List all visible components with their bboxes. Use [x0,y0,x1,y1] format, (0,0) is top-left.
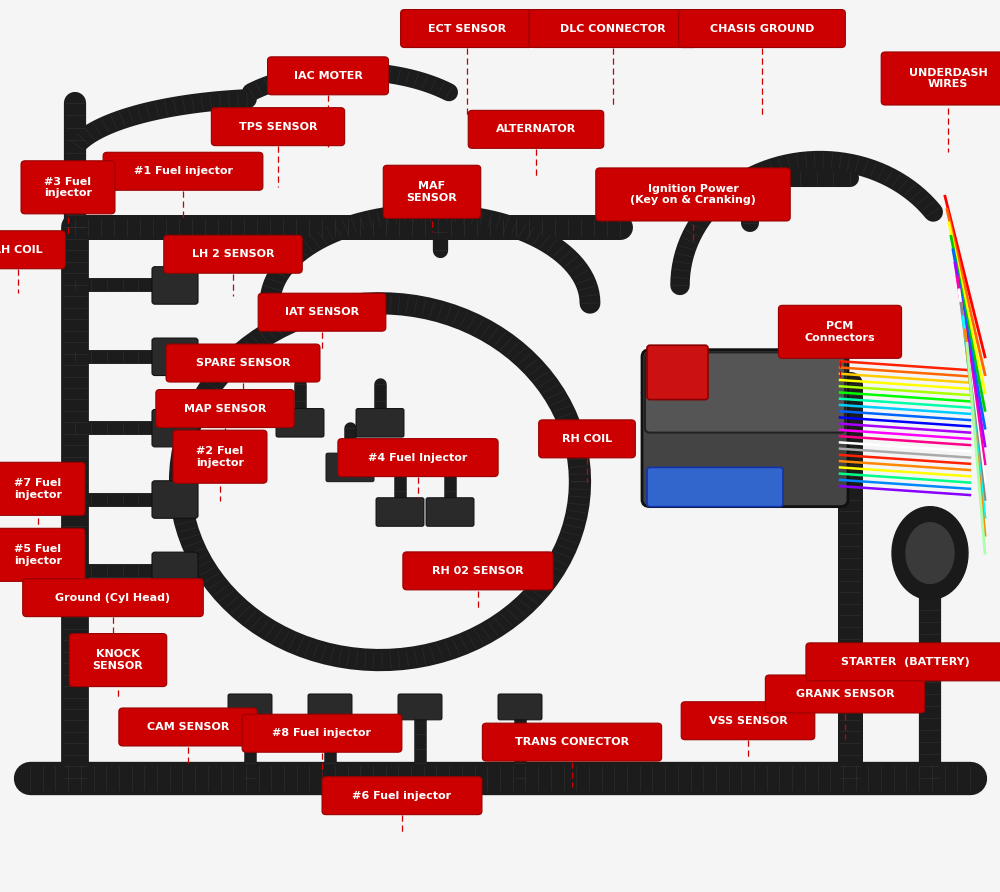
FancyBboxPatch shape [482,723,662,761]
FancyBboxPatch shape [211,108,345,145]
Text: TPS SENSOR: TPS SENSOR [239,121,317,132]
FancyBboxPatch shape [681,702,815,739]
Text: LH COIL: LH COIL [0,244,42,255]
FancyBboxPatch shape [103,153,263,190]
Text: CHASIS GROUND: CHASIS GROUND [710,23,814,34]
FancyBboxPatch shape [0,528,85,582]
Text: #6 Fuel injector: #6 Fuel injector [352,790,452,801]
FancyBboxPatch shape [268,57,388,95]
Text: #1 Fuel injector: #1 Fuel injector [134,166,232,177]
Text: SPARE SENSOR: SPARE SENSOR [196,358,290,368]
Text: #7 Fuel
injector: #7 Fuel injector [14,478,62,500]
FancyBboxPatch shape [21,161,115,214]
Text: ECT SENSOR: ECT SENSOR [428,23,506,34]
Text: #2 Fuel
injector: #2 Fuel injector [196,446,244,467]
Text: MAF
SENSOR: MAF SENSOR [407,181,457,202]
FancyBboxPatch shape [468,111,604,148]
FancyBboxPatch shape [152,552,198,590]
FancyBboxPatch shape [426,498,474,526]
Text: Ground (Cyl Head): Ground (Cyl Head) [55,592,171,603]
FancyBboxPatch shape [164,235,302,273]
Text: VSS SENSOR: VSS SENSOR [709,715,787,726]
FancyBboxPatch shape [152,409,198,447]
Text: #5 Fuel
injector: #5 Fuel injector [14,544,62,566]
FancyBboxPatch shape [166,344,320,382]
Polygon shape [906,523,954,583]
Text: DLC CONNECTOR: DLC CONNECTOR [560,23,666,34]
Text: STARTER  (BATTERY): STARTER (BATTERY) [841,657,969,667]
FancyBboxPatch shape [403,552,553,590]
Text: RH COIL: RH COIL [562,434,612,444]
FancyBboxPatch shape [645,352,845,433]
FancyBboxPatch shape [242,714,402,752]
FancyBboxPatch shape [398,694,442,720]
Text: UNDERDASH
WIRES: UNDERDASH WIRES [909,68,987,89]
FancyBboxPatch shape [778,305,902,359]
Text: IAC MOTER: IAC MOTER [294,70,362,81]
Text: MAP SENSOR: MAP SENSOR [184,403,266,414]
FancyBboxPatch shape [0,462,85,516]
FancyBboxPatch shape [806,643,1000,681]
Text: #8 Fuel injector: #8 Fuel injector [272,728,372,739]
FancyBboxPatch shape [647,467,783,507]
Text: ALTERNATOR: ALTERNATOR [496,124,576,135]
Text: RH 02 SENSOR: RH 02 SENSOR [432,566,524,576]
FancyBboxPatch shape [596,168,790,221]
FancyBboxPatch shape [119,708,257,746]
FancyBboxPatch shape [881,52,1000,105]
FancyBboxPatch shape [228,694,272,720]
FancyBboxPatch shape [529,10,697,47]
FancyBboxPatch shape [152,338,198,376]
FancyBboxPatch shape [152,481,198,518]
Text: #3 Fuel
injector: #3 Fuel injector [44,177,92,198]
Text: #4 Fuel Injector: #4 Fuel Injector [368,452,468,463]
FancyBboxPatch shape [276,409,324,437]
FancyBboxPatch shape [338,439,498,476]
FancyBboxPatch shape [539,420,635,458]
Text: PCM
Connectors: PCM Connectors [805,321,875,343]
FancyBboxPatch shape [152,267,198,304]
Text: GRANK SENSOR: GRANK SENSOR [796,689,894,699]
FancyBboxPatch shape [156,390,294,427]
FancyBboxPatch shape [322,777,482,814]
FancyBboxPatch shape [765,675,925,713]
Text: IAT SENSOR: IAT SENSOR [285,307,359,318]
FancyBboxPatch shape [679,10,845,47]
FancyBboxPatch shape [356,409,404,437]
FancyBboxPatch shape [642,350,848,507]
FancyBboxPatch shape [383,165,481,219]
FancyBboxPatch shape [647,345,708,400]
Polygon shape [892,507,968,599]
FancyBboxPatch shape [173,430,267,483]
Text: KNOCK
SENSOR: KNOCK SENSOR [93,649,143,671]
FancyBboxPatch shape [401,10,533,47]
FancyBboxPatch shape [0,231,65,268]
FancyBboxPatch shape [23,579,203,616]
FancyBboxPatch shape [258,293,386,331]
FancyBboxPatch shape [69,633,167,687]
FancyBboxPatch shape [308,694,352,720]
Text: TRANS CONECTOR: TRANS CONECTOR [515,737,629,747]
FancyBboxPatch shape [376,498,424,526]
FancyBboxPatch shape [498,694,542,720]
Text: LH 2 SENSOR: LH 2 SENSOR [192,249,274,260]
Text: Ignition Power
(Key on & Cranking): Ignition Power (Key on & Cranking) [630,184,756,205]
FancyBboxPatch shape [326,453,374,482]
Text: CAM SENSOR: CAM SENSOR [147,722,229,732]
